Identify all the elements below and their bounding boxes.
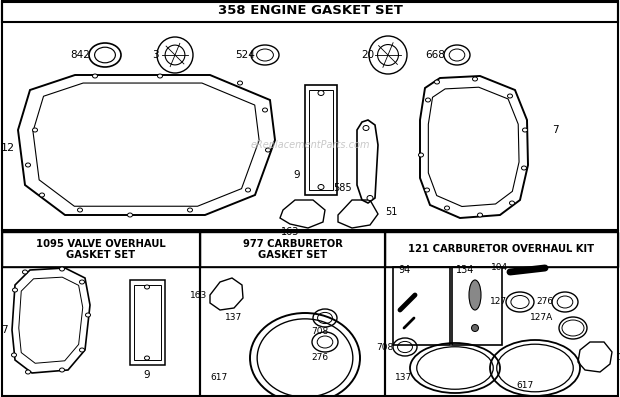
Text: 524: 524 bbox=[235, 50, 255, 60]
Ellipse shape bbox=[12, 288, 17, 292]
Ellipse shape bbox=[523, 128, 528, 132]
Ellipse shape bbox=[471, 324, 479, 331]
Ellipse shape bbox=[144, 356, 149, 360]
Ellipse shape bbox=[472, 77, 477, 81]
Ellipse shape bbox=[469, 280, 481, 310]
Text: 708: 708 bbox=[311, 328, 329, 337]
Ellipse shape bbox=[40, 193, 45, 197]
Ellipse shape bbox=[22, 270, 27, 274]
Ellipse shape bbox=[246, 188, 250, 192]
Text: 617: 617 bbox=[210, 374, 228, 382]
Text: 668: 668 bbox=[425, 50, 445, 60]
Text: 134: 134 bbox=[456, 265, 474, 275]
Ellipse shape bbox=[157, 74, 162, 78]
Bar bbox=[200, 231, 385, 396]
Bar bbox=[2, 1, 618, 230]
Text: 20: 20 bbox=[361, 50, 374, 60]
Bar bbox=[452, 267, 502, 345]
Ellipse shape bbox=[477, 213, 482, 217]
Text: 137: 137 bbox=[225, 314, 242, 322]
Text: 127A: 127A bbox=[529, 314, 553, 322]
Ellipse shape bbox=[86, 313, 91, 317]
Bar bbox=[305, 85, 337, 195]
Ellipse shape bbox=[32, 128, 37, 132]
Text: 104: 104 bbox=[491, 264, 508, 272]
Ellipse shape bbox=[318, 185, 324, 189]
Text: 9: 9 bbox=[293, 170, 300, 180]
Text: 9: 9 bbox=[144, 370, 150, 380]
Bar bbox=[385, 232, 618, 267]
Text: 94: 94 bbox=[398, 265, 410, 275]
Ellipse shape bbox=[445, 206, 449, 210]
Ellipse shape bbox=[92, 74, 97, 78]
Ellipse shape bbox=[425, 98, 430, 102]
Text: 358 ENGINE GASKET SET: 358 ENGINE GASKET SET bbox=[218, 4, 402, 17]
Text: 977 CARBURETOR
GASKET SET: 977 CARBURETOR GASKET SET bbox=[242, 239, 342, 260]
Ellipse shape bbox=[12, 353, 17, 357]
Text: 163: 163 bbox=[618, 353, 620, 362]
Text: 163: 163 bbox=[190, 291, 207, 299]
Ellipse shape bbox=[60, 267, 64, 271]
Text: 585: 585 bbox=[334, 183, 352, 193]
Text: 276: 276 bbox=[311, 353, 329, 362]
Ellipse shape bbox=[60, 368, 64, 372]
Ellipse shape bbox=[510, 201, 515, 205]
Text: 617: 617 bbox=[516, 380, 534, 389]
Ellipse shape bbox=[262, 108, 267, 112]
Bar bbox=[393, 267, 450, 345]
Text: 7: 7 bbox=[552, 125, 559, 135]
Ellipse shape bbox=[521, 166, 526, 170]
Text: 51: 51 bbox=[385, 207, 397, 217]
Bar bbox=[309, 90, 333, 190]
Bar bbox=[385, 231, 618, 396]
Ellipse shape bbox=[79, 280, 84, 284]
Ellipse shape bbox=[237, 81, 242, 85]
Text: 7: 7 bbox=[1, 325, 8, 335]
Bar bbox=[2, 2, 618, 22]
Text: eReplacementParts.com: eReplacementParts.com bbox=[250, 140, 370, 150]
Ellipse shape bbox=[265, 148, 270, 152]
Text: 137: 137 bbox=[395, 374, 412, 382]
Text: 12: 12 bbox=[1, 143, 15, 153]
Text: 708: 708 bbox=[376, 343, 393, 351]
Ellipse shape bbox=[363, 125, 369, 131]
Ellipse shape bbox=[367, 195, 373, 200]
Ellipse shape bbox=[25, 370, 30, 374]
Text: 121 CARBURETOR OVERHAUL KIT: 121 CARBURETOR OVERHAUL KIT bbox=[409, 245, 595, 254]
Text: 163: 163 bbox=[281, 227, 299, 237]
Ellipse shape bbox=[78, 208, 82, 212]
Ellipse shape bbox=[128, 213, 133, 217]
Text: 1095 VALVE OVERHAUL
GASKET SET: 1095 VALVE OVERHAUL GASKET SET bbox=[36, 239, 166, 260]
Ellipse shape bbox=[187, 208, 192, 212]
Ellipse shape bbox=[318, 91, 324, 96]
Text: 276: 276 bbox=[536, 297, 553, 306]
Text: 3: 3 bbox=[152, 50, 158, 60]
Text: 842: 842 bbox=[70, 50, 90, 60]
Bar bbox=[200, 232, 385, 267]
Ellipse shape bbox=[425, 188, 430, 192]
Ellipse shape bbox=[508, 94, 513, 98]
Bar bbox=[130, 280, 165, 365]
Ellipse shape bbox=[25, 163, 30, 167]
Ellipse shape bbox=[144, 285, 149, 289]
Bar bbox=[2, 231, 200, 396]
Bar bbox=[134, 285, 161, 360]
Bar bbox=[2, 232, 200, 267]
Text: 127: 127 bbox=[490, 297, 507, 306]
Ellipse shape bbox=[435, 80, 440, 84]
Ellipse shape bbox=[79, 348, 84, 352]
Ellipse shape bbox=[418, 153, 423, 157]
